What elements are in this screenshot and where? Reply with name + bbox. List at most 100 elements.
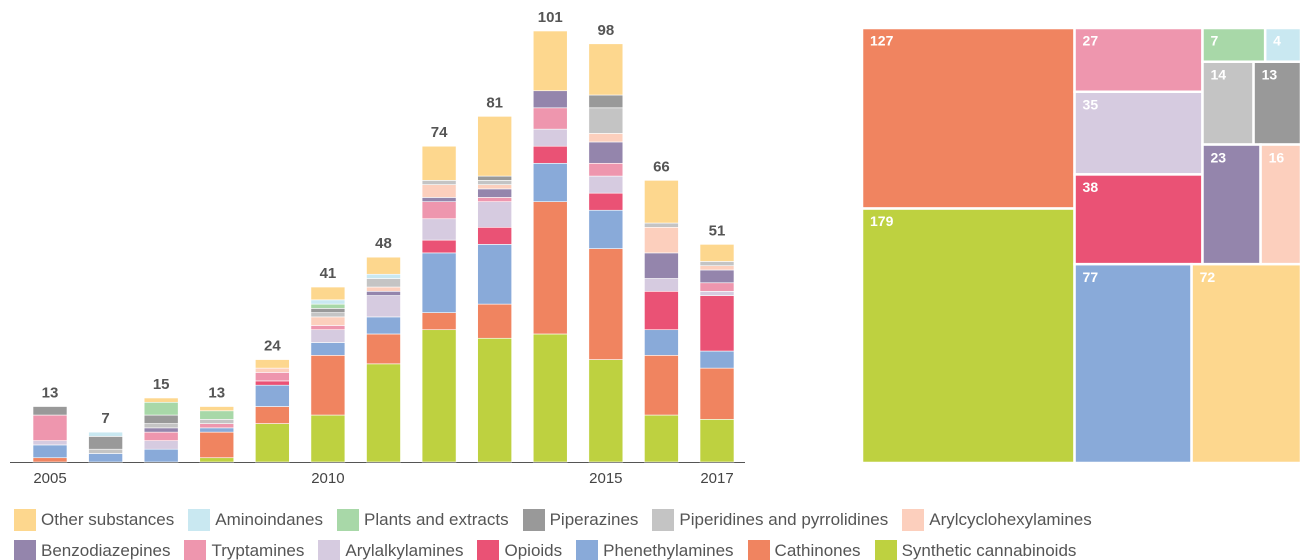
legend-label: Opioids (504, 540, 563, 560)
bar-segment (699, 282, 735, 292)
bar-segment (143, 397, 179, 403)
bar-segment (310, 329, 346, 343)
chart: 1320057151324412010487481101982015665120… (10, 9, 1301, 487)
bar-segment (644, 329, 679, 356)
legend-swatch (14, 508, 36, 531)
bar-segment (477, 175, 512, 181)
bar-segment (366, 295, 401, 318)
bar-segment (366, 256, 401, 275)
treemap-label: 77 (1083, 269, 1099, 285)
bar-segment (199, 457, 235, 463)
bar-segment (588, 192, 624, 211)
treemap-cell (860, 26, 1076, 210)
bar-segment (88, 431, 123, 437)
bar-segment (310, 355, 346, 416)
total-label: 81 (486, 94, 503, 111)
bar-segment (699, 291, 735, 296)
bar-segment (532, 333, 568, 463)
treemap-label: 7 (1210, 33, 1218, 49)
legend-item: Arylalkylamines (318, 539, 463, 560)
legend-swatch (337, 508, 359, 531)
bar-segment (255, 384, 290, 407)
total-label: 15 (153, 376, 170, 393)
bar-segment (255, 359, 290, 369)
bar-segment (477, 197, 512, 202)
legend-swatch (184, 539, 207, 560)
total-label: 51 (709, 222, 726, 239)
bar-segment (644, 414, 679, 463)
legend-item: Piperidines and pyrrolidines (652, 508, 889, 531)
bar-segment (88, 453, 123, 463)
total-label: 74 (431, 124, 448, 141)
treemap-cell (860, 207, 1076, 465)
treemap-label: 35 (1083, 96, 1099, 112)
bar-segment (310, 316, 346, 326)
legend-label: Phenethylamines (603, 540, 734, 560)
bar-segment (477, 188, 512, 198)
bar-segment (143, 423, 179, 429)
treemap-cell (1190, 262, 1301, 465)
bar-segment (366, 333, 401, 365)
bar-segment (699, 367, 735, 420)
legend-label: Cathinones (774, 540, 861, 560)
bar-segment (588, 43, 624, 96)
bar-segment (699, 295, 735, 352)
bar-segment (699, 265, 735, 271)
bar-segment (32, 406, 68, 416)
bar-segment (421, 329, 457, 463)
legend-item: Phenethylamines (576, 539, 734, 560)
bar-segment (588, 209, 624, 249)
bar-segment (366, 291, 401, 296)
legend-swatch (188, 508, 211, 531)
bar-segment (32, 440, 68, 446)
legend-swatch (652, 508, 675, 531)
legend-item: Other substances (14, 508, 175, 531)
legend-swatch (477, 539, 500, 560)
bar-segment (644, 252, 679, 279)
legend-label: Other substances (41, 509, 175, 529)
treemap-label: 127 (870, 33, 894, 49)
treemap-label: 13 (1262, 66, 1278, 82)
treemap-label: 179 (870, 213, 894, 229)
legend-swatch (522, 508, 545, 531)
bar-segment (644, 278, 679, 292)
legend-item: Arylcyclohexylamines (902, 508, 1092, 531)
treemap-label: 23 (1210, 149, 1226, 165)
bar-segment (532, 30, 568, 92)
bar-segment (644, 222, 679, 228)
bar-segment (477, 201, 512, 228)
legend-label: Piperidines and pyrrolidines (679, 509, 889, 529)
legend-item: Benzodiazepines (14, 539, 170, 560)
treemap-label: 16 (1269, 149, 1285, 165)
bar-segment (199, 427, 235, 433)
bar-segment (310, 286, 346, 301)
x-tick-label: 2010 (311, 470, 344, 487)
treemap-label: 14 (1210, 66, 1226, 82)
bar-segment (699, 244, 735, 262)
legend-item: Piperazines (522, 508, 638, 531)
treemap-label: 72 (1200, 269, 1216, 285)
bar-segment (644, 180, 679, 224)
bar-segment (421, 218, 457, 241)
bar-segment (310, 414, 346, 463)
bar-segment (310, 308, 346, 313)
bar-segment (143, 431, 179, 441)
bar-segment (532, 128, 568, 147)
bar-segment (588, 107, 624, 134)
legend-label: Tryptamines (211, 540, 305, 560)
legend-swatch (874, 539, 897, 560)
bar-segment (532, 162, 568, 202)
bar-segment (310, 312, 346, 318)
total-label: 48 (375, 235, 392, 252)
treemap-label: 4 (1273, 33, 1281, 49)
bar-segment (366, 273, 401, 279)
bar-segment (477, 337, 512, 463)
legend-item: Tryptamines (184, 539, 305, 560)
bar-segment (88, 448, 123, 454)
bar-segment (255, 406, 290, 424)
bar-segment (310, 325, 346, 331)
total-label: 13 (42, 384, 59, 401)
treemap-cell (1259, 143, 1301, 266)
legend-swatch (747, 539, 770, 560)
